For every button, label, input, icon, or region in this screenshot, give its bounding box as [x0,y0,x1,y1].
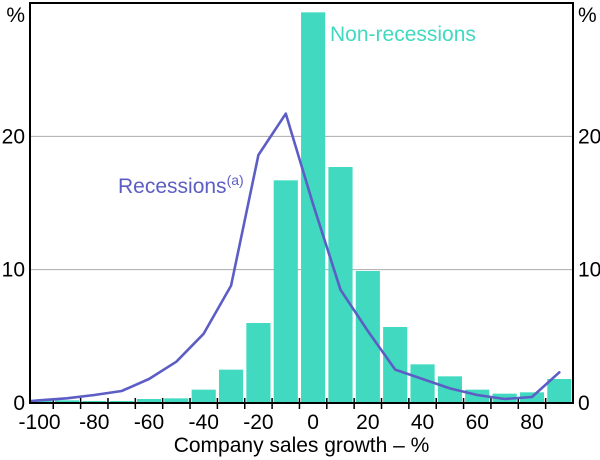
recessions-line [30,112,561,403]
x-tick-label: -100 [19,411,61,434]
histogram-bar [191,389,216,403]
x-tick-label: 40 [411,411,434,434]
x-tick-label: 20 [356,411,379,434]
non-recessions-series-label: Non-recessions [330,23,476,46]
histogram-bar [410,364,435,403]
histogram-bar [136,399,162,403]
histogram-bar [328,167,353,403]
y-tick-label-right: 0 [578,392,590,415]
y-tick-label-left: 20 [2,125,25,148]
histogram-bar [273,180,298,403]
recessions-series-label-text: Recessions [118,175,227,198]
histogram-bar [218,369,244,403]
plot-frame [29,2,574,404]
x-axis-title: Company sales growth – % [173,434,430,457]
x-tick-label: -60 [134,411,164,434]
y-tick-label-right: 20 [578,125,600,148]
x-tick-label: -40 [189,411,219,434]
x-tick-label: -80 [79,411,109,434]
y-tick-label-right: 10 [578,259,600,282]
x-tick-label: 0 [307,411,319,434]
x-tick-label: 60 [466,411,489,434]
histogram-bar [246,323,271,403]
x-tick-label: 80 [520,411,543,434]
histogram-bar [355,271,380,403]
histogram-bar [383,327,408,403]
recessions-footnote-marker: (a) [226,172,244,188]
y-tick-label-left: 0 [13,392,25,415]
recessions-series-label: Recessions(a) [118,173,244,198]
histogram-bar [164,398,189,403]
histogram-bar [54,400,80,403]
x-tick-label: -20 [243,411,273,434]
y-axis-unit-right: % [578,4,597,27]
histogram-bar [547,379,572,403]
y-axis-unit-left: % [6,4,25,27]
y-tick-label-left: 10 [2,259,25,282]
